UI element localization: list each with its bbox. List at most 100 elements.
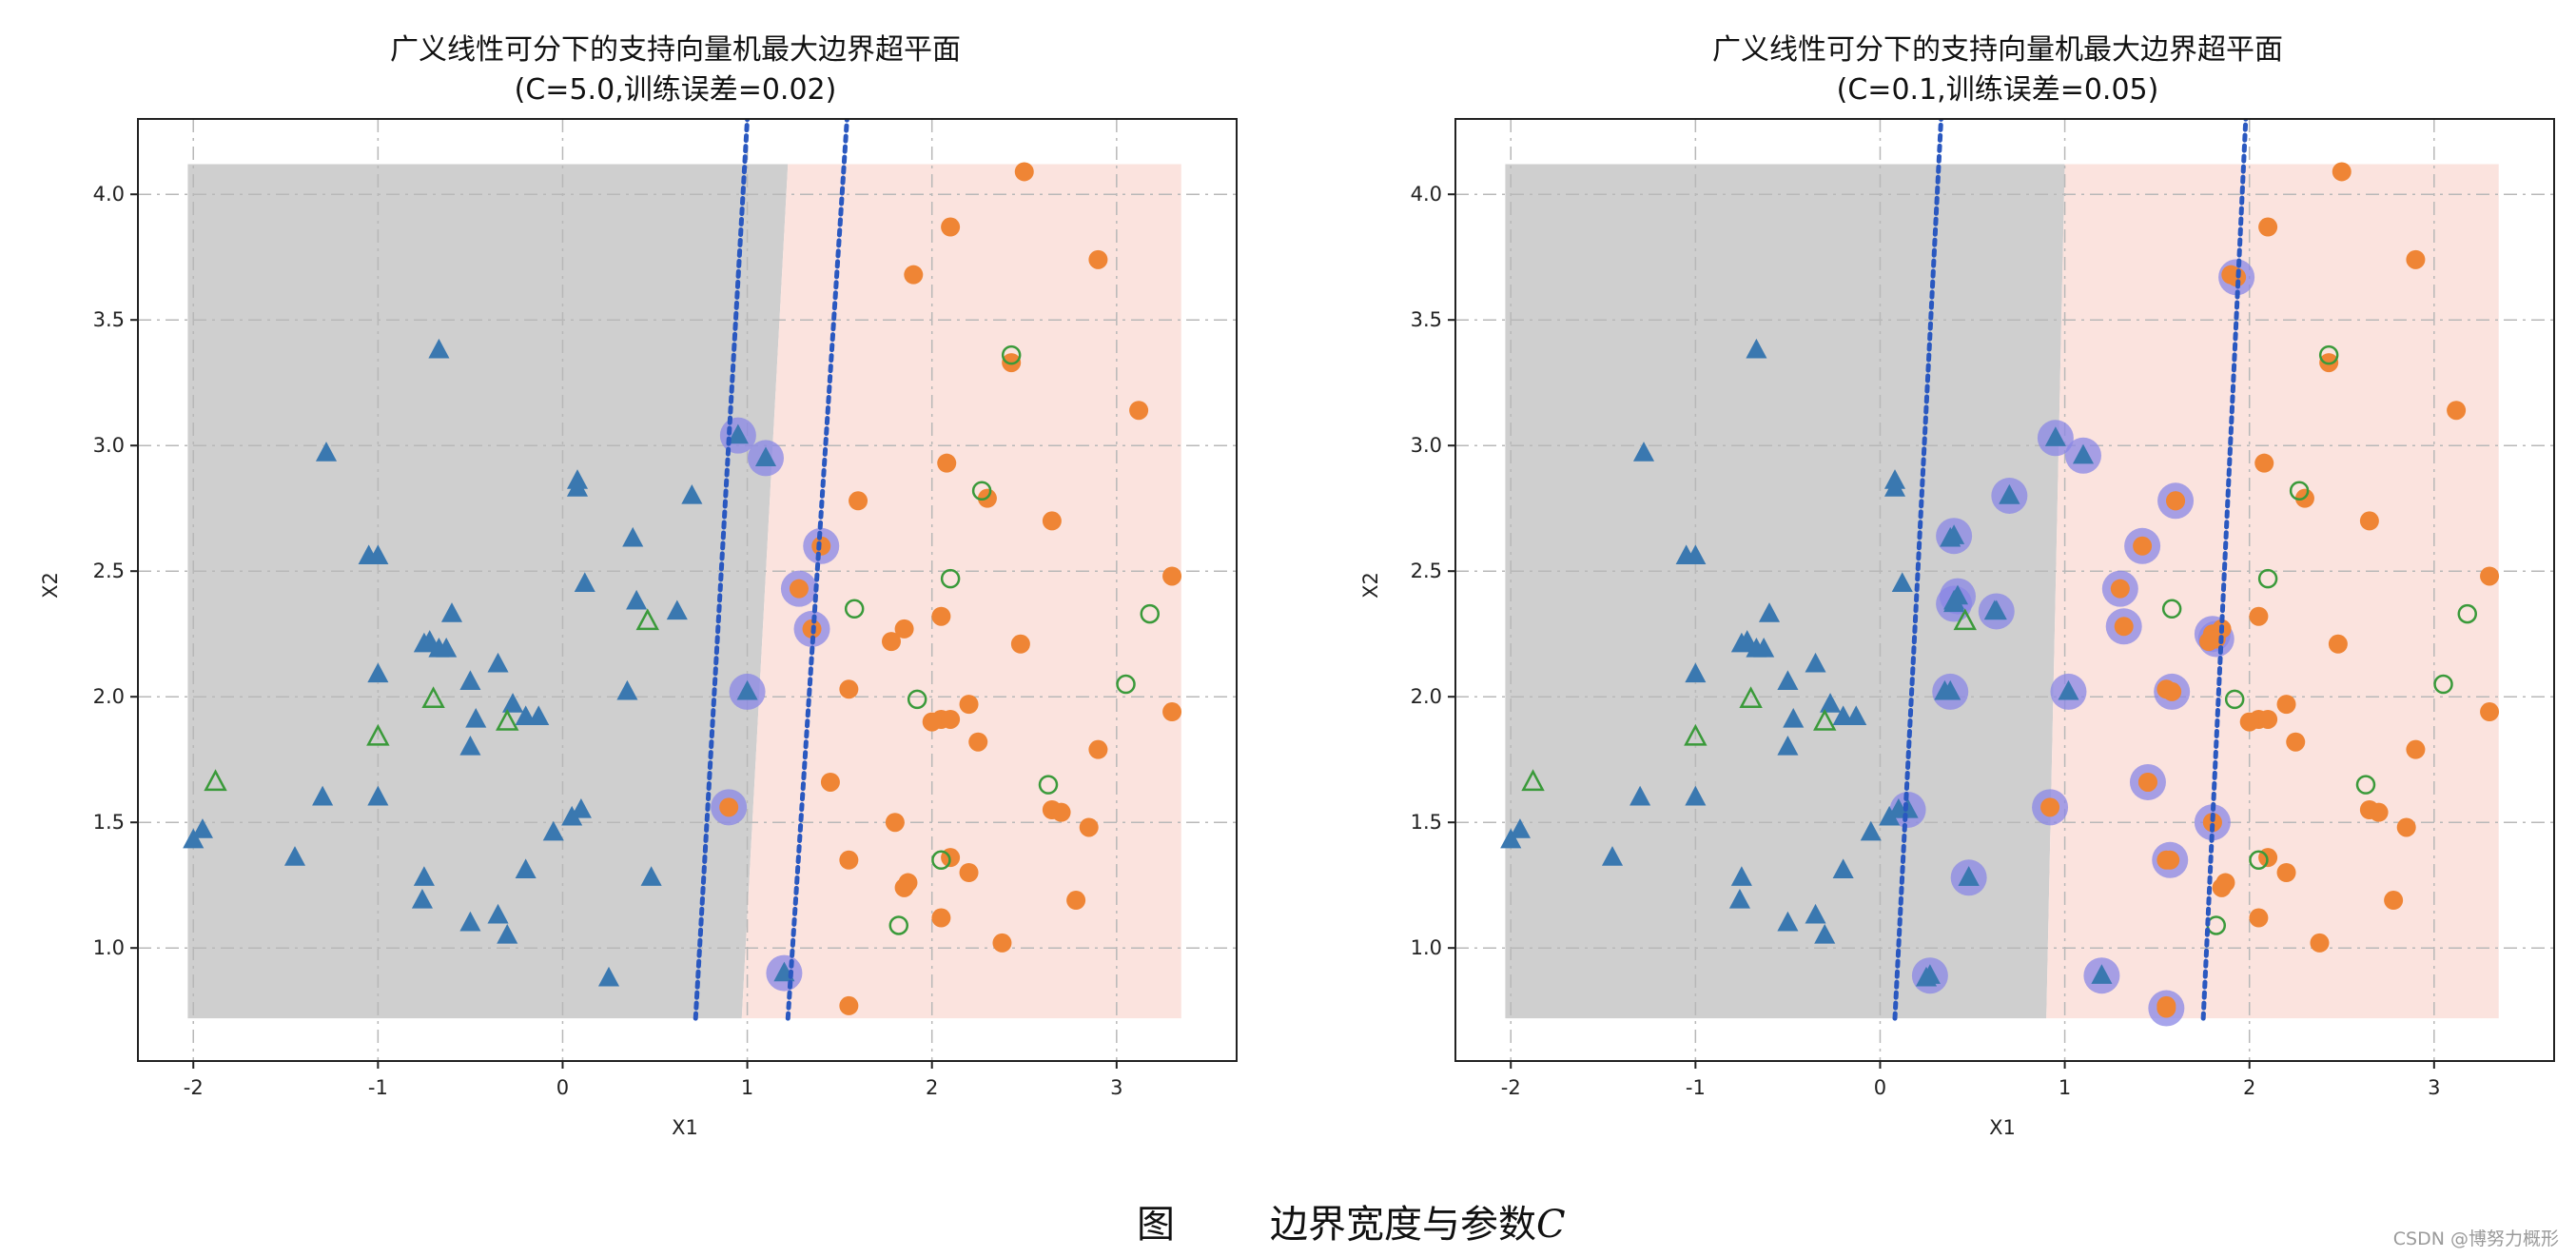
point-circle <box>1129 401 1149 421</box>
x-tick-label: 0 <box>556 1076 569 1099</box>
plot-frame <box>1454 118 2555 1062</box>
point-misclassified-circle <box>1140 603 1161 624</box>
point-circle <box>1088 249 1108 269</box>
point-triangle <box>459 736 481 756</box>
point-circle <box>839 995 859 1015</box>
point-misclassified-circle <box>931 850 951 871</box>
plot-body <box>138 119 1237 1061</box>
point-circle <box>882 632 901 652</box>
point-circle <box>1010 634 1030 654</box>
point-circle <box>2359 511 2379 531</box>
point-circle <box>1066 891 1086 911</box>
point-triangle <box>312 785 334 806</box>
point-triangle <box>419 630 440 650</box>
point-misclassified-circle <box>1038 775 1059 795</box>
point-triangle <box>1883 477 1906 497</box>
point-triangle <box>413 866 435 886</box>
point-triangle <box>1685 544 1707 564</box>
point-circle <box>2384 891 2404 911</box>
point-triangle <box>597 966 620 987</box>
plot-body <box>1455 119 2554 1061</box>
point-triangle <box>1860 820 1882 841</box>
support-vector-circle <box>719 797 739 817</box>
point-triangle <box>1736 630 1758 650</box>
point-circle <box>2406 249 2426 269</box>
point-misclassified-circle <box>2457 603 2478 624</box>
y-tick-label: 4.0 <box>93 183 125 206</box>
support-vector-circle <box>2133 536 2153 556</box>
point-circle <box>2239 712 2259 732</box>
x-axis-label: X1 <box>672 1116 698 1139</box>
point-triangle <box>1630 785 1651 806</box>
point-triangle <box>1685 662 1707 683</box>
plot-area: -2 -1 0 1 2 3 1.0 1.5 2.0 2.5 3.0 3.5 4.0 <box>1411 118 2555 1099</box>
support-vector-triangle <box>1999 484 2020 504</box>
point-circle <box>2215 873 2235 893</box>
point-misclassified-triangle <box>1813 708 1837 731</box>
point-triangle <box>1632 442 1655 462</box>
support-vector-triangle <box>1958 866 1980 886</box>
support-vector-circle <box>2166 491 2186 511</box>
point-circle <box>2258 217 2278 237</box>
point-misclassified-circle <box>888 915 909 935</box>
point-triangle <box>1746 338 1767 359</box>
point-misclassified-triangle <box>1521 769 1545 792</box>
point-triangle <box>315 442 338 462</box>
point-triangle <box>1601 846 1624 866</box>
point-triangle <box>1730 866 1752 886</box>
point-triangle <box>1783 707 1805 728</box>
point-triangle <box>465 707 487 728</box>
point-circle <box>2328 634 2348 654</box>
point-triangle <box>283 846 306 866</box>
point-triangle <box>640 866 662 886</box>
support-vector-triangle <box>727 423 749 444</box>
point-triangle <box>1832 858 1854 878</box>
x-tick-label: 1 <box>741 1076 753 1099</box>
point-misclassified-triangle <box>421 686 445 709</box>
support-vector-circle <box>2040 797 2060 817</box>
y-tick-label: 2.5 <box>1411 560 1442 582</box>
support-vector-triangle <box>2058 679 2079 700</box>
support-vector-circle <box>789 579 809 599</box>
point-circle <box>885 813 905 833</box>
point-triangle <box>1777 911 1799 932</box>
point-misclassified-triangle <box>496 708 519 731</box>
support-vector-triangle <box>1985 600 2007 620</box>
y-axis-label: X2 <box>1359 572 1382 599</box>
support-vector-triangle <box>736 679 758 700</box>
support-vector-circle <box>2137 772 2157 792</box>
y-tick-label: 3.0 <box>93 434 125 457</box>
x-tick-label: 3 <box>2428 1076 2440 1099</box>
point-misclassified-circle <box>2161 599 2182 619</box>
point-misclassified-circle <box>2318 344 2339 365</box>
point-triangle <box>1805 652 1826 673</box>
point-misclassified-circle <box>2433 674 2453 695</box>
y-tick-label: 2.0 <box>1411 685 1442 708</box>
x-tick-label: -1 <box>368 1076 388 1099</box>
point-triangle <box>367 662 389 683</box>
point-circle <box>849 491 868 511</box>
point-circle <box>959 695 979 715</box>
support-vector-triangle <box>1943 592 1965 613</box>
point-misclassified-triangle <box>635 608 659 631</box>
figure-caption-label: 图 <box>1137 1203 1175 1247</box>
point-triangle <box>428 338 450 359</box>
point-circle <box>968 732 988 752</box>
caption-text: 边界宽度与参数 <box>1270 1203 1536 1247</box>
point-triangle <box>570 798 592 818</box>
point-circle <box>839 850 859 870</box>
point-misclassified-circle <box>2355 775 2376 795</box>
x-tick-label: -2 <box>1501 1076 1521 1099</box>
point-triangle <box>502 693 524 713</box>
point-misclassified-circle <box>1116 674 1136 695</box>
y-tick-label: 3.5 <box>1411 308 1442 331</box>
margin-line <box>693 119 751 1021</box>
point-circle <box>1162 702 1182 722</box>
point-circle <box>898 873 918 893</box>
margin-line <box>785 119 849 1021</box>
point-triangle <box>497 924 518 944</box>
chart-subtitle: (C=0.1,训练误差=0.05) <box>1837 73 2159 107</box>
point-triangle <box>626 589 648 610</box>
plot-frame <box>137 118 1238 1062</box>
region-class-circle <box>2046 164 2499 1019</box>
